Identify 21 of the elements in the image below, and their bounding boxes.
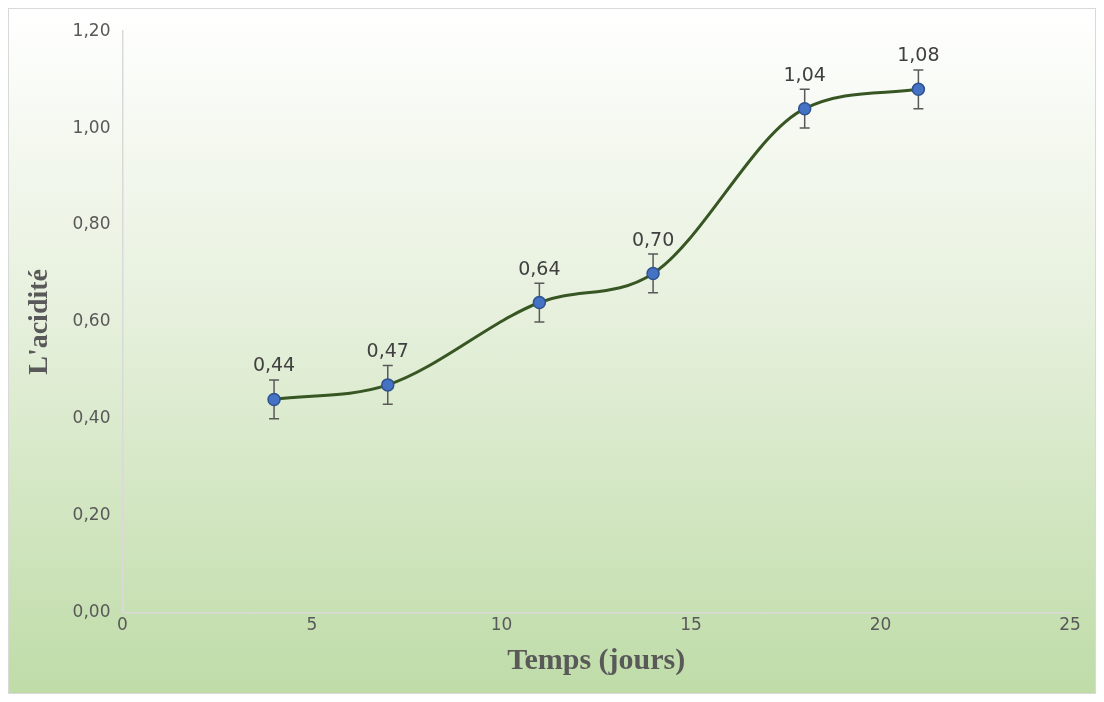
data-label: 0,44 — [252, 353, 296, 376]
y-tick-label: 1,00 — [72, 116, 111, 137]
data-label: 0,70 — [631, 227, 675, 250]
x-tick-label: 15 — [680, 614, 702, 635]
data-label: 0,64 — [518, 256, 561, 279]
y-tick-label: 0,40 — [72, 407, 111, 428]
data-label: 0,47 — [366, 338, 409, 361]
x-tick-label: 10 — [490, 614, 513, 635]
data-label: 1,08 — [897, 43, 940, 66]
y-tick-label: 0,60 — [72, 310, 111, 331]
y-tick-label: 0,80 — [72, 213, 111, 234]
data-label: 1,04 — [783, 62, 826, 85]
y-tick-label: 0,00 — [72, 601, 111, 622]
x-tick-label: 5 — [306, 614, 318, 635]
y-tick-label: 1,20 — [72, 19, 111, 40]
x-axis-title: Temps (jours) — [507, 641, 686, 676]
y-axis-title: L'acidité — [22, 269, 54, 375]
x-tick-label: 25 — [1059, 614, 1081, 635]
y-tick-label: 0,20 — [72, 504, 111, 525]
x-tick-label: 0 — [117, 614, 128, 635]
x-tick-label: 20 — [869, 614, 892, 635]
